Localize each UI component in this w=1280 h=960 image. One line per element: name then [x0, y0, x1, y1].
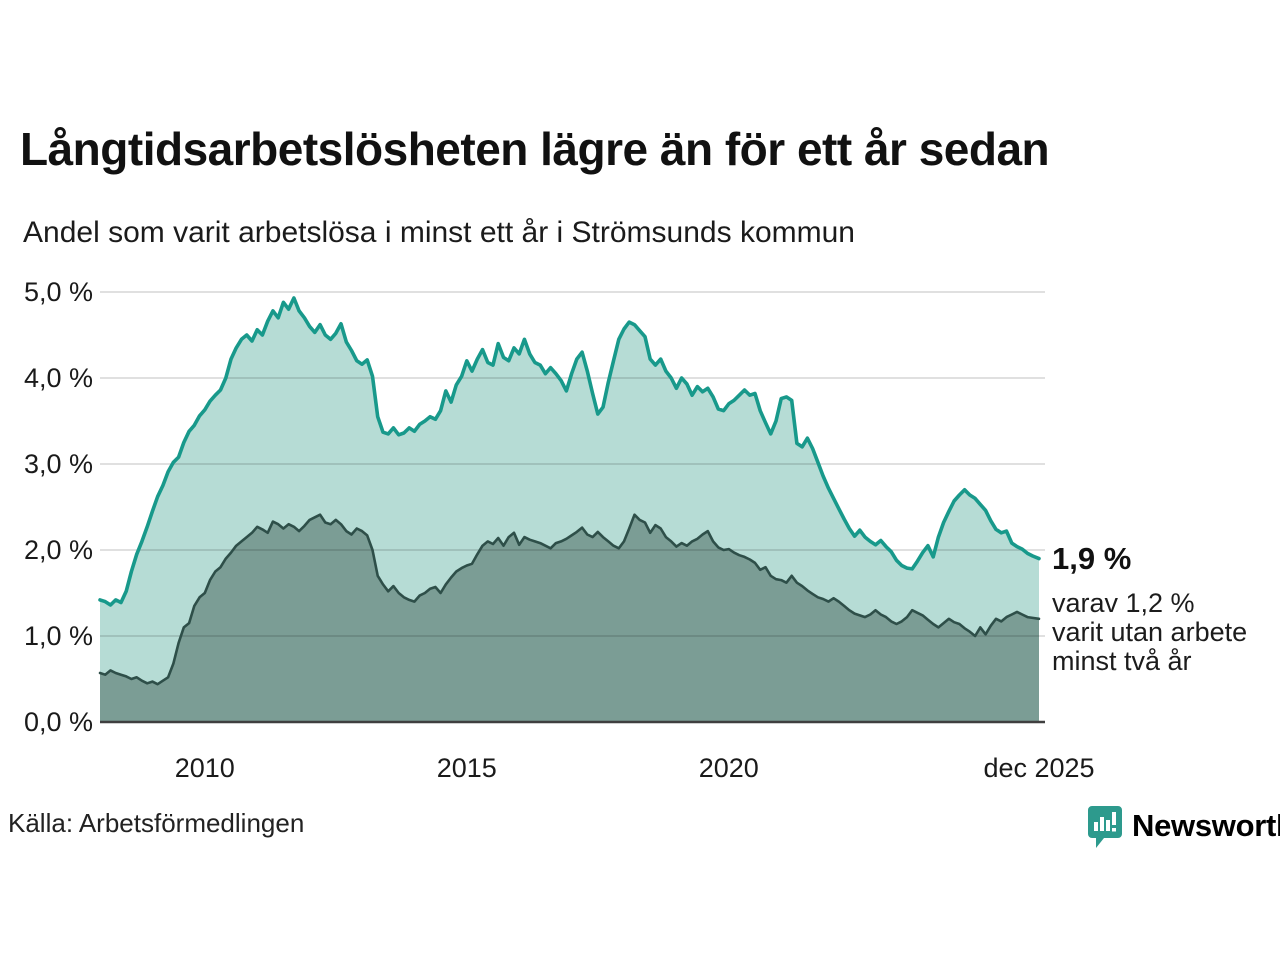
- x-axis-label: 2020: [698, 753, 759, 783]
- chart-title: Långtidsarbetslösheten lägre än för ett …: [20, 123, 1050, 175]
- annotation-line: varit utan arbete: [1052, 617, 1248, 647]
- source-attribution: Källa: Arbetsförmedlingen: [8, 808, 305, 838]
- annotation-line: minst två år: [1052, 646, 1192, 676]
- newsworthy-logo-text: Newsworthy: [1132, 808, 1280, 843]
- annotation-latest-value: 1,9 %: [1052, 541, 1132, 576]
- newsworthy-logo-icon: [1086, 804, 1124, 855]
- series2-line: [98, 513, 1041, 686]
- y-axis-label: 4,0 %: [23, 363, 93, 393]
- y-axis-label: 3,0 %: [23, 449, 93, 479]
- x-axis-label: 2010: [174, 753, 235, 783]
- y-axis-label: 5,0 %: [23, 277, 93, 307]
- annotation-line: varav 1,2 %: [1052, 588, 1195, 618]
- series1-line: [98, 296, 1041, 607]
- endpoint-annotation: 1,9 % varav 1,2 % varit utan arbete mins…: [1052, 541, 1277, 676]
- newsworthy-logo: Newsworthy: [1086, 804, 1280, 852]
- x-axis-label: 2015: [436, 753, 497, 783]
- chart-subtitle: Andel som varit arbetslösa i minst ett å…: [23, 216, 855, 249]
- y-axis-label: 2,0 %: [23, 535, 93, 565]
- x-axis-label: dec 2025: [983, 753, 1095, 783]
- y-axis-label: 0,0 %: [23, 707, 93, 737]
- series2-area: [100, 514, 1039, 722]
- y-axis-label: 1,0 %: [23, 621, 93, 651]
